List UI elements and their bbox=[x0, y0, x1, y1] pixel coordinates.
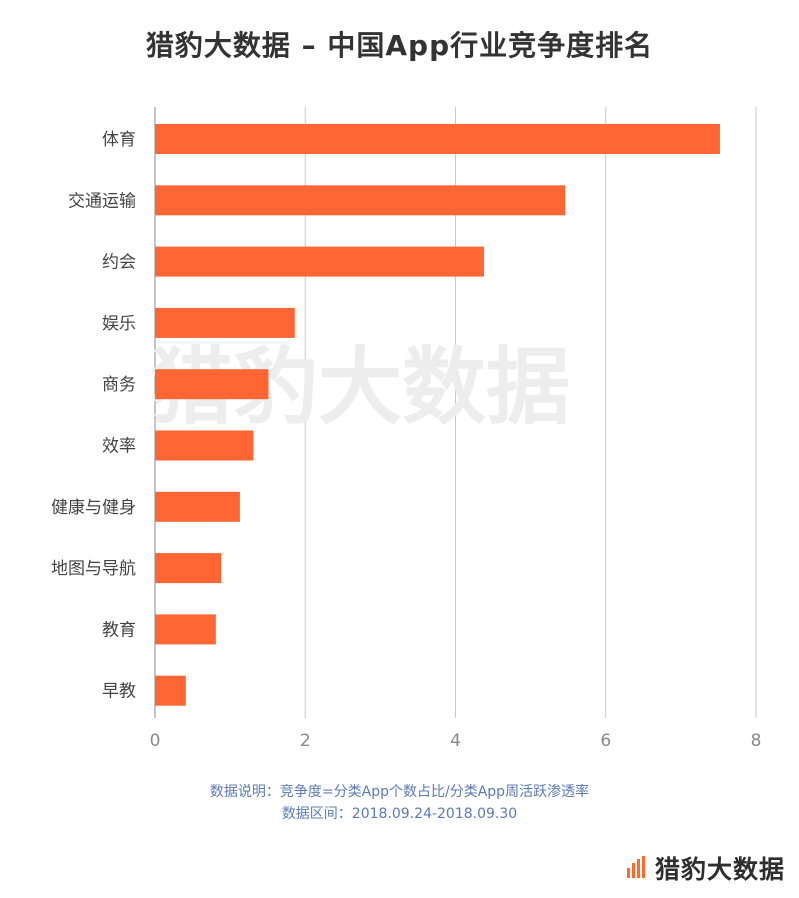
bar-2 bbox=[155, 185, 566, 216]
category-label: 体育 bbox=[102, 130, 136, 150]
bar-7 bbox=[155, 491, 240, 522]
category-label: 交通运输 bbox=[68, 191, 136, 211]
bar-8 bbox=[155, 553, 222, 584]
bars-logo-icon bbox=[626, 856, 645, 878]
bar-5 bbox=[155, 369, 269, 400]
brand-logo: 猎豹大数据 bbox=[626, 850, 785, 886]
category-label: 地图与导航 bbox=[51, 559, 136, 579]
bar-1 bbox=[155, 124, 720, 154]
category-label: 早教 bbox=[102, 682, 136, 702]
category-label: 健康与健身 bbox=[51, 498, 136, 518]
category-label: 教育 bbox=[102, 620, 136, 640]
bar-9 bbox=[155, 614, 216, 645]
x-tick-labels: 0 2 4 6 8 bbox=[150, 731, 762, 751]
logo-text: 猎豹大数据 bbox=[654, 855, 785, 884]
category-label: 娱乐 bbox=[102, 314, 136, 334]
x-tick-label: 2 bbox=[300, 731, 311, 751]
bar-6 bbox=[155, 430, 254, 461]
bar-4 bbox=[155, 307, 295, 338]
bar-10 bbox=[155, 675, 186, 706]
bars-group bbox=[155, 124, 720, 706]
category-label: 约会 bbox=[102, 253, 136, 273]
x-tick-label: 0 bbox=[150, 731, 161, 751]
bar-3 bbox=[155, 246, 485, 277]
category-label: 商务 bbox=[102, 375, 136, 395]
data-range-note: 数据区间：2018.09.24-2018.09.30 bbox=[281, 806, 518, 822]
x-tick-label: 8 bbox=[751, 731, 762, 751]
data-description-note: 数据说明：竞争度=分类App个数占比/分类App周活跃渗透率 bbox=[209, 784, 590, 800]
x-tick-label: 4 bbox=[450, 731, 461, 751]
x-tick-label: 6 bbox=[600, 731, 611, 751]
chart-title: 猎豹大数据 – 中国App行业竞争度排名 bbox=[145, 29, 654, 62]
category-label: 效率 bbox=[102, 437, 136, 457]
